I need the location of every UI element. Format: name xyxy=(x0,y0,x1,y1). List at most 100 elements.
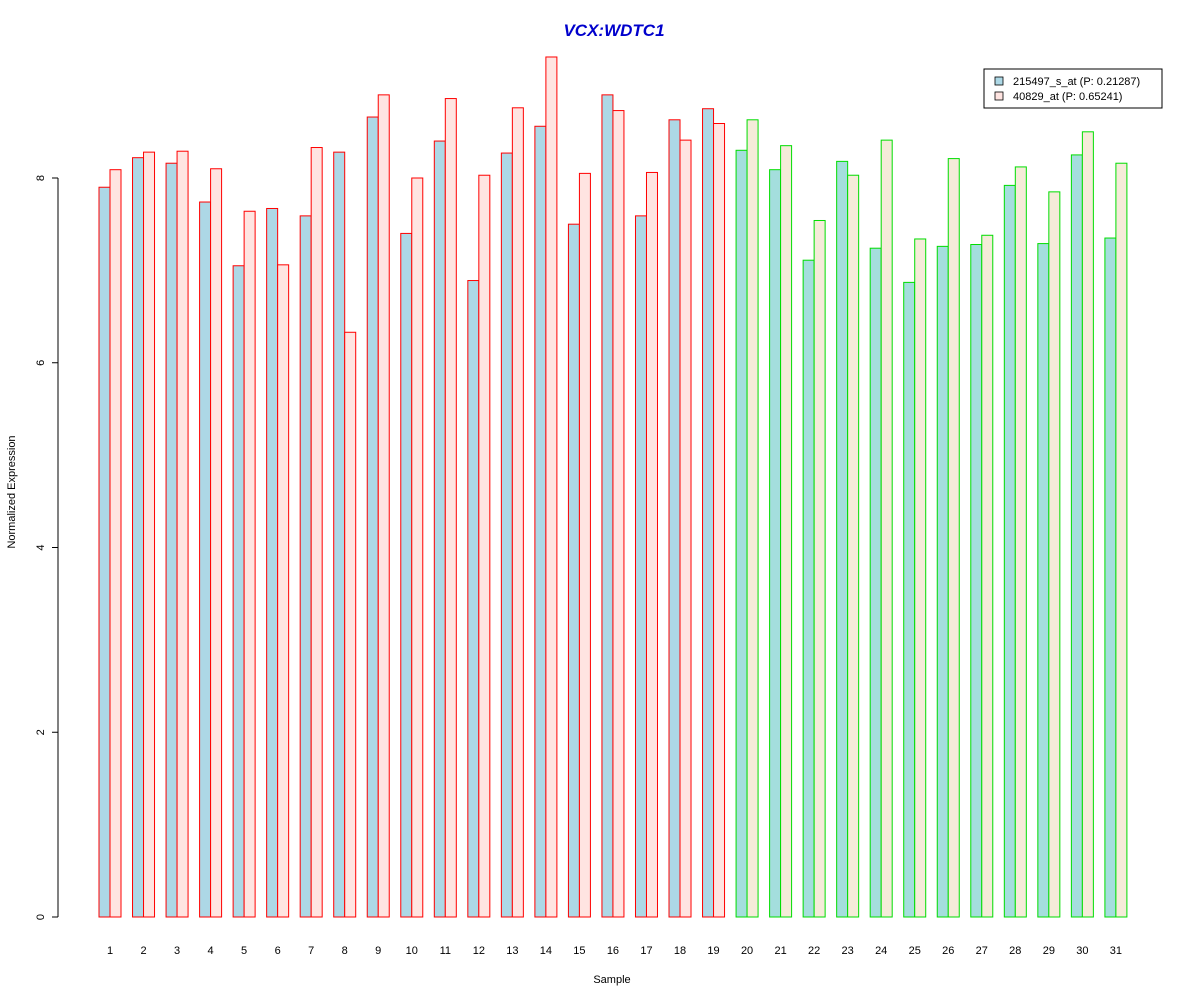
bar-series-2-sample-12 xyxy=(478,174,491,918)
bar-series-2-sample-5 xyxy=(243,210,256,918)
bar-series-2-sample-23 xyxy=(847,174,860,918)
bar-series-1-sample-31 xyxy=(1104,237,1117,918)
x-tick-label: 1 xyxy=(107,945,113,957)
bar-series-1-sample-21 xyxy=(769,169,782,918)
x-tick-label: 9 xyxy=(375,945,381,957)
chart-title: VCX:WDTC1 xyxy=(563,21,664,40)
bar-series-2-sample-20 xyxy=(746,119,759,918)
x-tick-label: 13 xyxy=(506,945,518,957)
bar-series-1-sample-24 xyxy=(869,247,882,918)
legend-swatch-series-2 xyxy=(994,91,1004,101)
y-tick-label: 4 xyxy=(35,544,47,550)
bar-series-2-sample-3 xyxy=(176,150,189,918)
x-tick-label: 17 xyxy=(640,945,652,957)
legend-box xyxy=(983,68,1163,109)
bars-layer xyxy=(98,56,1128,918)
x-tick-label: 8 xyxy=(342,945,348,957)
x-tick-label: 19 xyxy=(707,945,719,957)
bar-series-1-sample-20 xyxy=(735,149,748,918)
bar-series-2-sample-11 xyxy=(444,98,457,918)
x-tick-label: 27 xyxy=(976,945,988,957)
x-tick-label: 29 xyxy=(1043,945,1055,957)
bar-series-1-sample-26 xyxy=(936,245,949,918)
bar-series-1-sample-2 xyxy=(132,157,145,918)
bar-series-1-sample-9 xyxy=(366,116,379,918)
bar-series-1-sample-18 xyxy=(668,119,681,918)
bar-series-2-sample-29 xyxy=(1048,191,1061,918)
bar-series-2-sample-22 xyxy=(813,219,826,918)
bar-series-1-sample-14 xyxy=(534,125,547,918)
bar-series-2-sample-7 xyxy=(310,147,323,918)
bar-series-2-sample-24 xyxy=(880,139,893,918)
bar-series-1-sample-29 xyxy=(1037,243,1050,918)
y-tick-label: 2 xyxy=(35,729,47,735)
bar-series-1-sample-25 xyxy=(903,281,916,918)
bar-series-2-sample-27 xyxy=(981,234,994,918)
x-tick-label: 22 xyxy=(808,945,820,957)
bar-series-2-sample-10 xyxy=(411,177,424,918)
bar-series-2-sample-16 xyxy=(612,110,625,918)
y-tick-label: 8 xyxy=(35,175,47,181)
bar-series-2-sample-31 xyxy=(1115,162,1128,918)
x-tick-label: 4 xyxy=(208,945,214,957)
bar-series-2-sample-18 xyxy=(679,139,692,918)
x-axis-label: Sample xyxy=(593,974,630,986)
x-tick-label: 14 xyxy=(540,945,552,957)
x-tick-label: 30 xyxy=(1076,945,1088,957)
x-tick-label: 28 xyxy=(1009,945,1021,957)
x-tick-label: 25 xyxy=(909,945,921,957)
legend: 215497_s_at (P: 0.21287) 40829_at (P: 0.… xyxy=(983,68,1163,109)
x-tick-label: 24 xyxy=(875,945,887,957)
bar-series-2-sample-14 xyxy=(545,56,558,918)
x-tick-label: 23 xyxy=(842,945,854,957)
bar-series-1-sample-13 xyxy=(500,152,513,918)
bar-series-2-sample-2 xyxy=(143,151,156,918)
bar-series-2-sample-1 xyxy=(109,169,122,918)
x-tick-label: 31 xyxy=(1110,945,1122,957)
legend-label-series-1: 215497_s_at (P: 0.21287) xyxy=(1013,76,1140,88)
x-tick-label: 11 xyxy=(440,945,451,957)
bar-series-1-sample-11 xyxy=(433,140,446,918)
bar-series-1-sample-23 xyxy=(836,160,849,918)
x-tick-label: 15 xyxy=(573,945,585,957)
y-tick-label: 6 xyxy=(35,360,47,366)
x-tick-label: 2 xyxy=(140,945,146,957)
legend-swatch-series-1 xyxy=(994,76,1004,86)
x-tick-label: 3 xyxy=(174,945,180,957)
bar-series-2-sample-26 xyxy=(947,158,960,918)
bar-series-1-sample-1 xyxy=(98,186,111,918)
bar-series-1-sample-16 xyxy=(601,94,614,918)
bar-series-1-sample-6 xyxy=(266,207,279,918)
bar-series-1-sample-3 xyxy=(165,162,178,918)
bar-series-1-sample-19 xyxy=(702,108,715,918)
bar-series-2-sample-15 xyxy=(578,172,591,918)
bar-series-2-sample-17 xyxy=(645,171,658,918)
bar-series-2-sample-4 xyxy=(210,168,223,918)
bar-series-1-sample-27 xyxy=(970,244,983,918)
bar-series-1-sample-15 xyxy=(567,223,580,918)
y-axis-label: Normalized Expression xyxy=(6,435,18,548)
bar-series-1-sample-12 xyxy=(467,280,480,918)
x-tick-label: 21 xyxy=(774,945,786,957)
y-tick-label: 0 xyxy=(35,914,47,920)
y-axis-ticks: 0 2 4 6 8 xyxy=(35,175,58,920)
bar-series-1-sample-8 xyxy=(333,151,346,918)
x-tick-label: 6 xyxy=(275,945,281,957)
x-tick-label: 18 xyxy=(674,945,686,957)
x-tick-label: 20 xyxy=(741,945,753,957)
bar-series-2-sample-30 xyxy=(1081,131,1094,918)
x-tick-label: 12 xyxy=(473,945,485,957)
bar-series-1-sample-4 xyxy=(199,201,212,918)
bar-series-2-sample-21 xyxy=(780,145,793,918)
bar-series-2-sample-13 xyxy=(511,107,524,918)
x-tick-label: 16 xyxy=(607,945,619,957)
bar-series-1-sample-10 xyxy=(400,232,413,918)
bar-series-1-sample-22 xyxy=(802,259,815,918)
bar-series-1-sample-28 xyxy=(1003,184,1016,918)
x-axis-tick-labels: 1 2 3 4 5 6 7 8 9 10 11 12 13 14 15 16 17 18 19 20 21 22 23 24 2… xyxy=(107,945,1122,957)
bar-series-2-sample-28 xyxy=(1014,166,1027,918)
bar-series-1-sample-7 xyxy=(299,215,312,918)
bar-series-2-sample-6 xyxy=(277,264,290,918)
bar-series-1-sample-17 xyxy=(634,215,647,918)
